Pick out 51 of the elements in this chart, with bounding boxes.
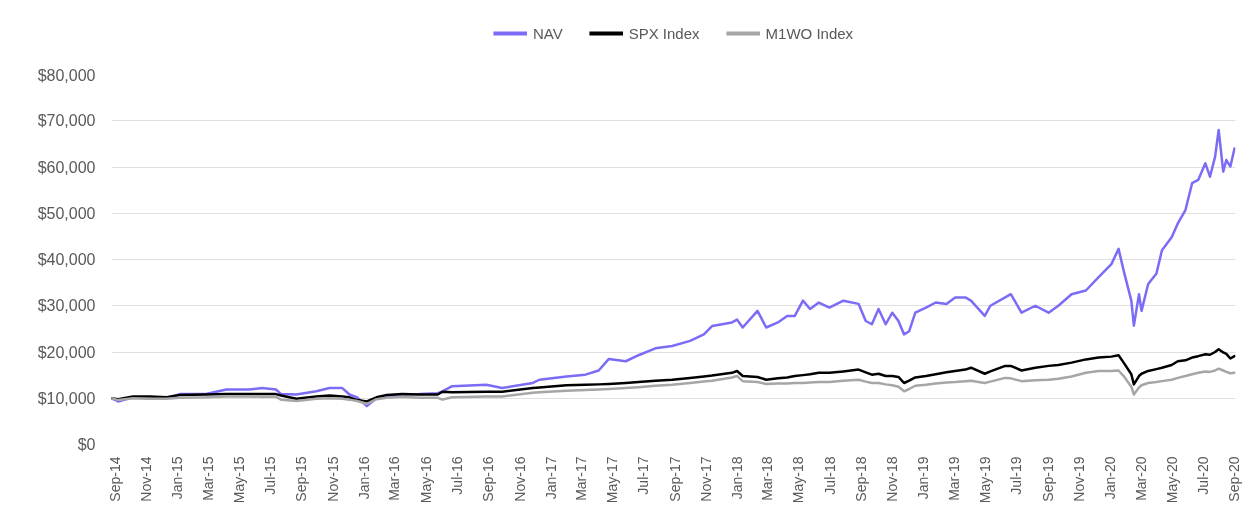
x-tick-label: Nov-19 <box>1070 456 1087 502</box>
y-tick-label: $30,000 <box>37 297 96 315</box>
x-tick-label: Mar-20 <box>1132 456 1149 501</box>
y-tick-label: $10,000 <box>37 389 96 407</box>
y-tick-label: $70,000 <box>37 112 96 130</box>
x-tick-label: Jan-16 <box>355 456 372 500</box>
x-tick-label: Jan-19 <box>915 456 932 500</box>
x-tick-label: Nov-17 <box>697 456 714 502</box>
x-tick-label: May-15 <box>230 456 247 504</box>
x-tick-label: Jul-20 <box>1194 456 1211 495</box>
x-tick-label: Nov-16 <box>511 456 528 502</box>
x-tick-label: May-17 <box>603 456 620 504</box>
x-tick-label: Jul-17 <box>635 456 652 495</box>
y-tick-label: $20,000 <box>37 343 96 361</box>
x-tick-label: Jul-19 <box>1007 456 1024 495</box>
x-tick-label: Sep-14 <box>107 456 124 502</box>
x-tick-label: May-18 <box>790 456 807 504</box>
x-tick-label: Mar-17 <box>572 456 589 501</box>
x-tick-label: Jan-17 <box>542 456 559 500</box>
x-tick-label: Sep-20 <box>1226 456 1243 502</box>
x-tick-label: Jul-18 <box>821 456 838 495</box>
y-tick-label: $80,000 <box>37 66 96 84</box>
x-tick-label: Jan-15 <box>169 456 186 500</box>
x-tick-label: Jan-18 <box>729 456 746 500</box>
x-tick-label: Jul-16 <box>448 456 465 495</box>
legend-label: M1WO Index <box>765 24 854 42</box>
x-tick-label: Mar-16 <box>386 456 403 501</box>
x-tick-label: Jul-15 <box>261 456 278 495</box>
x-tick-label: Nov-18 <box>884 456 901 502</box>
x-tick-label: Mar-19 <box>945 456 962 501</box>
x-tick-label: May-20 <box>1163 456 1180 504</box>
x-tick-label: Jan-20 <box>1101 456 1118 500</box>
y-tick-label: $0 <box>77 436 96 453</box>
legend-label: NAV <box>532 24 563 42</box>
line-series <box>111 367 1236 406</box>
x-tick-label: Sep-17 <box>666 456 683 502</box>
x-tick-label: Sep-19 <box>1039 456 1056 502</box>
x-tick-label: Nov-14 <box>138 456 155 502</box>
x-tick-label: May-16 <box>417 456 434 504</box>
line-series <box>111 347 1236 403</box>
x-tick-label: Mar-15 <box>199 456 216 501</box>
x-tick-label: Sep-18 <box>853 456 870 502</box>
x-tick-label: Sep-16 <box>480 456 497 502</box>
x-tick-label: Nov-15 <box>324 456 341 502</box>
y-tick-label: $60,000 <box>37 158 96 176</box>
x-tick-label: Sep-15 <box>293 456 310 502</box>
y-tick-label: $50,000 <box>37 204 96 222</box>
legend-label: SPX Index <box>628 24 700 42</box>
x-tick-label: May-19 <box>976 456 993 504</box>
y-tick-label: $40,000 <box>37 251 96 268</box>
x-tick-label: Mar-18 <box>759 456 776 501</box>
